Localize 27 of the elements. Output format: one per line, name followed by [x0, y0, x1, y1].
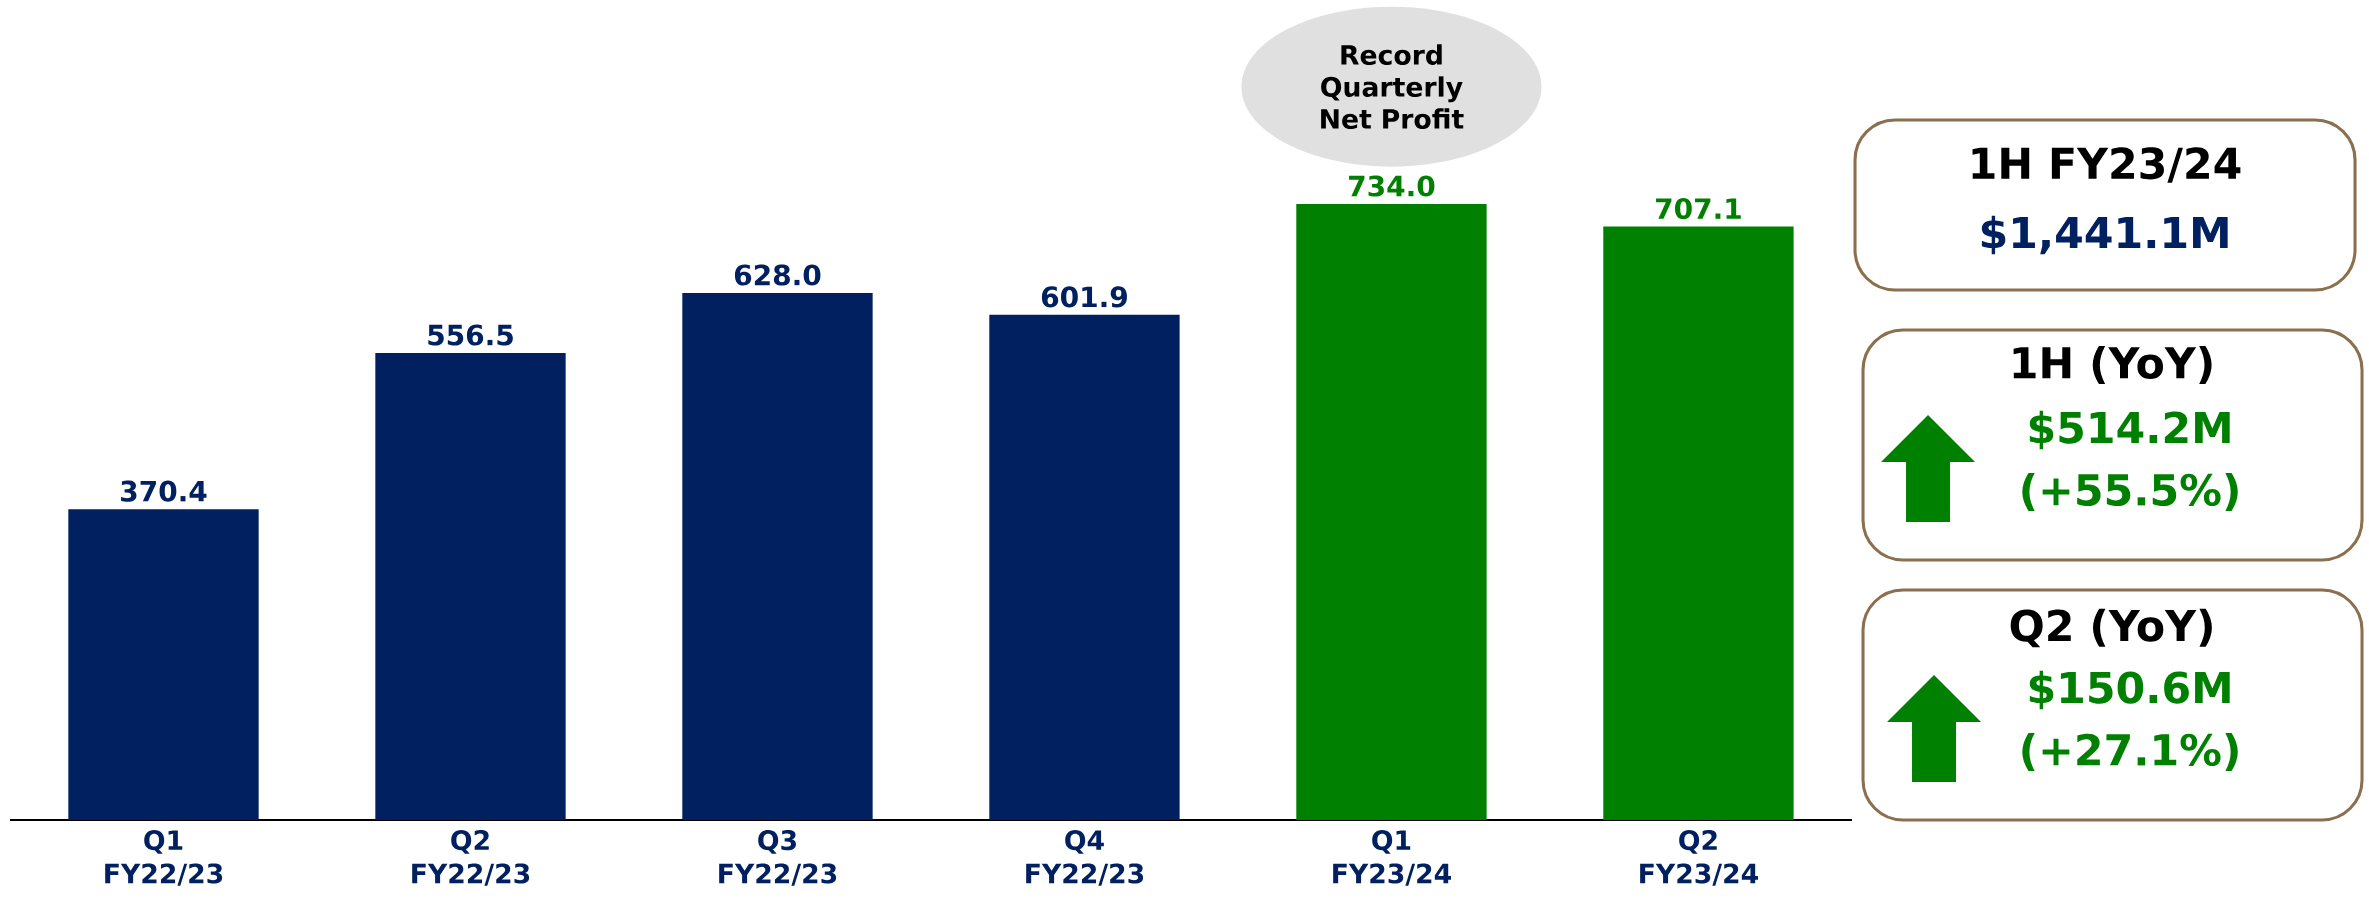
text: $1,441.1M: [1981, 215, 2228, 255]
x-tick-label: Q2 FY22/23: [412, 830, 530, 886]
text: (+55.5%): [2022, 473, 2238, 511]
bar: [1296, 204, 1487, 820]
data-label: 628.0: [734, 264, 821, 286]
data-label: 370.4: [121, 480, 207, 502]
bar: [1603, 226, 1794, 820]
text: Q2 (YoY): [2010, 608, 2212, 648]
bar: [375, 352, 566, 820]
data-label: 601.9: [1041, 286, 1127, 308]
bar: [682, 292, 873, 820]
text: 1H (YoY): [2013, 346, 2212, 384]
x-tick-label: Q4 FY22/23: [1026, 830, 1144, 886]
x-tick-label: Q1 FY23/24: [1333, 830, 1451, 886]
bar: [68, 509, 259, 820]
data-label: 556.5: [428, 324, 513, 346]
x-tick-label: Q1 FY22/23: [105, 830, 223, 886]
bar: [989, 314, 1180, 820]
annotation: Record Quarterly Net Profit: [1321, 44, 1464, 129]
text: (+27.1%): [2022, 733, 2238, 771]
data-label: 734.0: [1349, 175, 1435, 197]
text: 1H FY23/24: [1972, 147, 2241, 183]
data-label: 707.1: [1656, 198, 1741, 220]
x-tick-label: Q3 FY22/23: [719, 830, 837, 886]
text: $514.2M: [2029, 410, 2230, 450]
x-tick-label: Q2 FY23/24: [1640, 830, 1758, 886]
text: $150.6M: [2029, 670, 2230, 710]
